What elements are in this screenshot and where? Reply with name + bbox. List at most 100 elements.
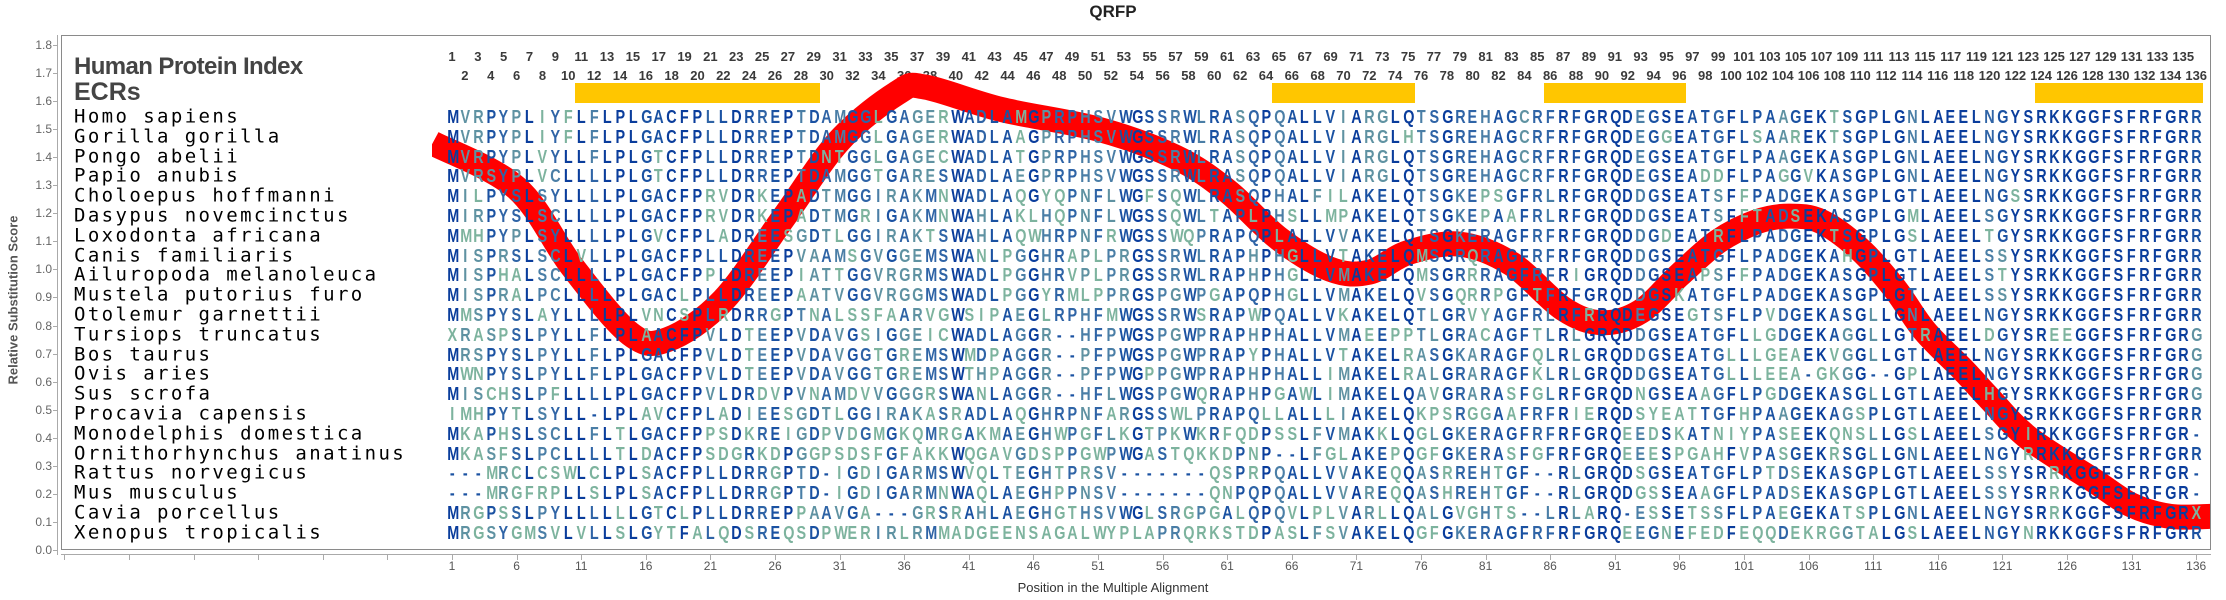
residue: L [628, 247, 638, 265]
residue: V [1326, 227, 1336, 245]
residue: L [873, 108, 883, 126]
residue: C [667, 108, 677, 126]
residue: D [1778, 247, 1788, 265]
residue: R [1364, 148, 1374, 166]
residue: K [2049, 167, 2059, 185]
residue: G [1894, 425, 1905, 443]
residue: I [1338, 405, 1348, 423]
residue: K [1171, 425, 1181, 443]
residue: R [1403, 365, 1413, 383]
residue: G [1829, 524, 1840, 542]
residue: P [1067, 207, 1077, 225]
residue: F [2101, 266, 2111, 284]
residue: G [1028, 464, 1039, 482]
residue: A [1687, 326, 1697, 344]
residue: R [757, 128, 767, 146]
residue: - [2191, 484, 2201, 502]
residue: L [1972, 445, 1982, 463]
residue: P [1261, 445, 1271, 463]
residue: E [1946, 306, 1956, 324]
residue: L [705, 286, 715, 304]
residue: N [1907, 128, 1917, 146]
residue: E [1804, 445, 1814, 463]
residue: S [512, 504, 522, 522]
y-tick-label: 0.4 [22, 431, 52, 445]
residue: K [912, 187, 922, 205]
residue: K [2062, 128, 2072, 146]
residue: K [2062, 445, 2072, 463]
x-tick-label: 21 [704, 559, 717, 573]
residue: L [576, 148, 586, 166]
residue: A [1287, 405, 1297, 423]
residue: S [537, 247, 548, 265]
residue: G [2075, 227, 2086, 245]
residue: P [1067, 445, 1077, 463]
residue: P [1390, 326, 1400, 344]
residue: L [705, 405, 715, 423]
residue: G [1015, 247, 1026, 265]
residue: E [1674, 365, 1685, 383]
residue: L [990, 247, 1000, 265]
residue: R [2036, 108, 2046, 126]
residue: R [1597, 207, 1607, 225]
residue: W [1183, 207, 1197, 225]
residue: P [1158, 286, 1168, 304]
residue: A [1933, 464, 1943, 482]
residue: L [628, 286, 638, 304]
residue: L [563, 148, 573, 166]
residue: E [1959, 425, 1969, 443]
residue: L [718, 128, 728, 146]
residue: L [705, 108, 715, 126]
residue: L [576, 306, 586, 324]
residue: R [460, 504, 470, 522]
residue: G [1584, 365, 1595, 383]
residue: R [2191, 306, 2201, 324]
residue: R [1558, 148, 1568, 166]
residue: Q [1403, 187, 1414, 205]
residue: A [654, 108, 664, 126]
residue: G [1506, 346, 1517, 364]
residue: E [1959, 167, 1969, 185]
residue: S [1145, 108, 1155, 126]
residue: K [2062, 286, 2072, 304]
residue: D [1623, 365, 1633, 383]
residue: L [1739, 326, 1749, 344]
residue: D [641, 445, 651, 463]
residue: A [1003, 504, 1013, 522]
residue: E [1674, 504, 1685, 522]
residue: H [977, 365, 987, 383]
residue: E [770, 247, 780, 265]
residue: P [1106, 247, 1116, 265]
residue: F [2101, 425, 2111, 443]
residue: K [2049, 227, 2059, 245]
residue: A [1494, 445, 1504, 463]
residue: P [1041, 128, 1052, 146]
residue: A [899, 108, 909, 126]
residue: P [1158, 524, 1168, 542]
residue: F [2152, 445, 2162, 463]
residue: R [1584, 306, 1594, 324]
residue: G [796, 445, 807, 463]
residue: Q [1403, 266, 1414, 284]
residue: E [912, 247, 922, 265]
residue: S [2114, 365, 2124, 383]
residue: G [1713, 128, 1724, 146]
residue: S [2023, 346, 2033, 364]
residue: A [1778, 148, 1788, 166]
residue: H [1080, 385, 1090, 403]
residue: S [938, 286, 948, 304]
residue: K [1817, 385, 1827, 403]
residue: S [1661, 247, 1672, 265]
residue: P [1041, 148, 1052, 166]
residue: G [1442, 385, 1453, 403]
residue: R [705, 187, 715, 205]
residue: - [1274, 445, 1284, 463]
residue: G [2165, 108, 2176, 126]
residue: G [1028, 504, 1039, 522]
residue: G [1997, 207, 2008, 225]
residue: G [2075, 484, 2086, 502]
residue: G [2075, 405, 2086, 423]
residue: P [1235, 405, 1245, 423]
residue: - [1132, 484, 1142, 502]
residue: F [2127, 108, 2137, 126]
